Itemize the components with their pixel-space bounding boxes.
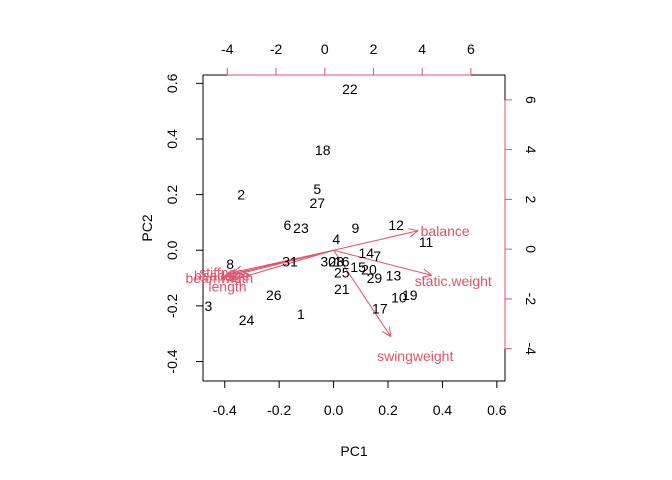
left-tick-label: -0.4 (164, 349, 180, 373)
top-tick-label: 4 (418, 41, 426, 57)
right-axis: -4 -2 0 2 4 6 (504, 96, 539, 355)
observation-label: 21 (334, 281, 350, 297)
loading-label: beamwidth (185, 270, 253, 286)
bottom-tick-label: 0.4 (433, 402, 453, 418)
observation-label: 12 (388, 217, 404, 233)
top-tick-label: 2 (370, 41, 378, 57)
observation-label: 18 (315, 142, 331, 158)
right-tick-label: 6 (523, 96, 539, 104)
loading-arrow-head (231, 265, 243, 276)
observation-label: 8 (226, 256, 234, 272)
bottom-axis: -0.4 -0.2 0.0 0.2 0.4 0.6 (213, 380, 507, 418)
loading-arrow-head (421, 268, 433, 278)
loading-labels: balance static.weight swingweight lengthbea… (185, 223, 491, 364)
observation-label: 28 (329, 253, 345, 269)
loading-label: length (208, 278, 246, 294)
loading-arrow-shaft (232, 249, 334, 273)
right-tick-label: 0 (523, 245, 539, 253)
left-tick-label: 0.2 (164, 185, 180, 205)
observation-label: 14 (358, 245, 374, 261)
observation-label: 10 (391, 290, 407, 306)
loading-label: headsize (194, 267, 250, 283)
observation-label: 11 (419, 234, 434, 250)
observation-label: 17 (372, 301, 388, 317)
loading-arrow-shaft (230, 249, 334, 282)
loading-arrow-head (220, 271, 232, 281)
observation-label: 30 (320, 253, 336, 269)
observation-label: 23 (293, 220, 309, 236)
observation-label: 27 (309, 195, 325, 211)
left-tick-label: 0.4 (164, 129, 180, 149)
observation-label: 6 (283, 217, 291, 233)
bottom-tick-label: 0.2 (378, 402, 398, 418)
loading-arrow-shaft (333, 230, 419, 251)
observation-label: 22 (342, 81, 358, 97)
observation-label: 1 (297, 306, 305, 322)
observation-label: 19 (402, 287, 418, 303)
loading-arrow-head (229, 273, 241, 283)
bottom-tick-label: -0.2 (267, 402, 291, 418)
bottom-tick-label: 0.0 (324, 402, 344, 418)
observation-label: 5 (313, 181, 321, 197)
observation-label: 9 (351, 220, 359, 236)
loading-label: balance (421, 223, 470, 239)
loading-arrow-shaft (333, 249, 432, 276)
observation-label: 25 (334, 265, 350, 281)
observation-label: 16 (334, 253, 350, 269)
right-tick-label: 4 (523, 146, 539, 154)
bottom-tick-label: -0.4 (213, 402, 237, 418)
top-axis: -4 -2 0 2 4 6 (221, 41, 475, 76)
right-tick-label: -2 (523, 293, 539, 306)
top-tick-label: -4 (221, 41, 234, 57)
left-tick-label: -0.2 (164, 294, 180, 318)
bottom-tick-label: 0.6 (487, 402, 507, 418)
observation-label: 13 (386, 267, 402, 283)
observation-label: 20 (361, 262, 377, 278)
y-axis-title: PC2 (139, 214, 155, 241)
loading-label: stiffness (199, 265, 250, 281)
observation-label: 2 (237, 187, 245, 203)
loading-label: swingweight (377, 348, 453, 364)
observation-label: 7 (373, 248, 381, 264)
right-tick-label: 2 (523, 195, 539, 203)
loading-arrow-head (381, 326, 392, 338)
observation-label: 29 (367, 270, 383, 286)
left-tick-label: 0.6 (164, 73, 180, 93)
observation-label: 15 (350, 259, 366, 275)
observation-label: 4 (332, 231, 340, 247)
loading-label: static.weight (415, 273, 492, 289)
left-axis: -0.4 -0.2 0.0 0.2 0.4 0.6 (164, 73, 204, 374)
top-tick-label: -2 (270, 41, 283, 57)
top-tick-label: 0 (321, 41, 329, 57)
x-axis-title: PC1 (340, 443, 367, 459)
loading-arrow-shaft (333, 249, 392, 337)
observation-label: 31 (282, 253, 298, 269)
observation-label: 24 (239, 312, 255, 328)
observation-label: 3 (205, 298, 213, 314)
loading-arrow-head (408, 228, 420, 238)
loading-arrows (220, 228, 433, 338)
left-tick-label: 0.0 (164, 240, 180, 260)
top-tick-label: 6 (467, 41, 475, 57)
loading-arrow-head (226, 268, 238, 278)
observation-label: 26 (266, 287, 282, 303)
right-tick-label: -4 (523, 342, 539, 355)
